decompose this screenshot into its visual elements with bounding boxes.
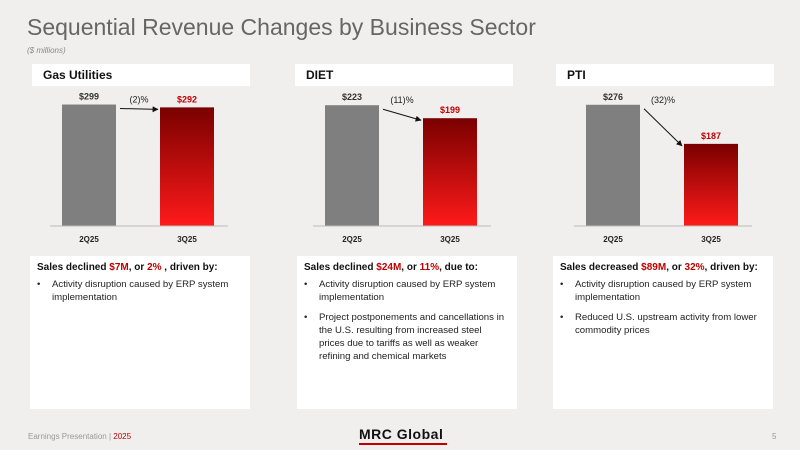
bar-3q25 xyxy=(423,118,477,226)
footer-label: Earnings Presentation | 2025 xyxy=(28,432,131,441)
bullet-list: • Activity disruption caused by ERP syste… xyxy=(297,278,517,370)
value-label: $199 xyxy=(440,105,460,115)
category-label: 3Q25 xyxy=(440,235,460,244)
summary-box-diet: Sales declined $24M, or 11%, due to: • Ac… xyxy=(297,256,517,409)
chart-svg: $223 2Q25 $199 3Q25 (11)% xyxy=(313,92,491,244)
panel-title: DIET xyxy=(306,68,334,82)
company-logo: MRC Global xyxy=(359,426,444,442)
heading-text: , or xyxy=(401,262,420,273)
category-label: 2Q25 xyxy=(342,235,362,244)
heading-text: , driven by: xyxy=(704,262,758,273)
bullet-list: • Activity disruption caused by ERP syste… xyxy=(30,278,250,311)
value-label: $223 xyxy=(342,92,362,102)
value-label: $187 xyxy=(701,131,721,141)
percent-highlight: 32% xyxy=(684,262,705,273)
bullet-item: • Activity disruption caused by ERP syste… xyxy=(37,278,242,304)
change-percent-label: (2)% xyxy=(129,95,148,105)
value-label: $292 xyxy=(177,94,197,104)
amount-highlight: $7M xyxy=(109,262,129,273)
bullet-item: • Reduced U.S. upstream activity from low… xyxy=(560,311,765,337)
category-label: 3Q25 xyxy=(177,235,197,244)
bullet-dot-icon: • xyxy=(37,279,41,290)
summary-heading: Sales declined $7M, or 2% , driven by: xyxy=(37,262,218,273)
value-label: $299 xyxy=(79,92,99,102)
category-label: 2Q25 xyxy=(79,235,99,244)
logo-underline xyxy=(359,443,447,445)
change-arrow xyxy=(119,106,159,113)
category-label: 3Q25 xyxy=(701,235,721,244)
bullet-text: Reduced U.S. upstream activity from lowe… xyxy=(575,312,757,336)
bullet-text: Activity disruption caused by ERP system… xyxy=(575,279,752,303)
bullet-item: • Activity disruption caused by ERP syste… xyxy=(560,278,765,304)
bullet-dot-icon: • xyxy=(304,312,308,323)
bullet-item: • Activity disruption caused by ERP syste… xyxy=(304,278,509,304)
change-percent-label: (11)% xyxy=(390,95,413,105)
bullet-text: Activity disruption caused by ERP system… xyxy=(319,279,496,303)
slide-title: Sequential Revenue Changes by Business S… xyxy=(27,14,536,40)
bar-3q25 xyxy=(160,107,214,226)
change-percent-label: (32)% xyxy=(651,95,675,105)
change-arrow xyxy=(643,108,683,147)
chart-svg: $299 2Q25 $292 3Q25 (2)% xyxy=(50,92,228,244)
panel-header-pti: PTI xyxy=(556,64,774,86)
bullet-dot-icon: • xyxy=(560,312,564,323)
percent-highlight: 2% xyxy=(147,262,162,273)
amount-highlight: $89M xyxy=(641,262,667,273)
bullet-item: • Project postponements and cancellations… xyxy=(304,311,509,363)
bar-2q25 xyxy=(325,105,379,226)
heading-text: , or xyxy=(666,262,685,273)
heading-text: Sales declined xyxy=(37,262,110,273)
panel-title: PTI xyxy=(567,68,586,82)
summary-box-pti: Sales decreased $89M, or 32%, driven by:… xyxy=(553,256,773,409)
chart-svg: $276 2Q25 $187 3Q25 (32)% xyxy=(574,92,752,244)
panel-title: Gas Utilities xyxy=(43,68,113,82)
bullet-text: Activity disruption caused by ERP system… xyxy=(52,279,229,303)
heading-text: , driven by: xyxy=(161,262,218,273)
percent-highlight: 11% xyxy=(419,262,440,273)
summary-box-gas-utilities: Sales declined $7M, or 2% , driven by: •… xyxy=(30,256,250,409)
chart-gas-utilities: $299 2Q25 $292 3Q25 (2)% xyxy=(32,88,272,248)
chart-pti: $276 2Q25 $187 3Q25 (32)% xyxy=(556,88,796,248)
change-arrow xyxy=(382,108,422,122)
category-label: 2Q25 xyxy=(603,235,623,244)
amount-highlight: $24M xyxy=(376,262,402,273)
bullet-dot-icon: • xyxy=(304,279,308,290)
heading-text: Sales declined xyxy=(304,262,377,273)
footer-year: 2025 xyxy=(113,432,132,441)
chart-diet: $223 2Q25 $199 3Q25 (11)% xyxy=(295,88,535,248)
bar-3q25 xyxy=(684,143,738,226)
panel-header-diet: DIET xyxy=(295,64,513,86)
bar-2q25 xyxy=(586,104,640,226)
bullet-dot-icon: • xyxy=(560,279,564,290)
page-number: 5 xyxy=(772,432,777,441)
heading-text: Sales decreased xyxy=(560,262,642,273)
summary-heading: Sales decreased $89M, or 32%, driven by: xyxy=(560,262,758,273)
heading-text: , due to: xyxy=(439,262,478,273)
footer-text: Earnings Presentation | xyxy=(28,432,114,441)
bullet-text: Project postponements and cancellations … xyxy=(319,312,505,362)
summary-heading: Sales declined $24M, or 11%, due to: xyxy=(304,262,478,273)
bar-2q25 xyxy=(62,104,116,226)
bullet-list: • Activity disruption caused by ERP syste… xyxy=(553,278,773,344)
heading-text: , or xyxy=(128,262,148,273)
panel-header-gas-utilities: Gas Utilities xyxy=(32,64,250,86)
slide-subtitle: ($ millions) xyxy=(27,46,66,55)
value-label: $276 xyxy=(603,92,623,102)
